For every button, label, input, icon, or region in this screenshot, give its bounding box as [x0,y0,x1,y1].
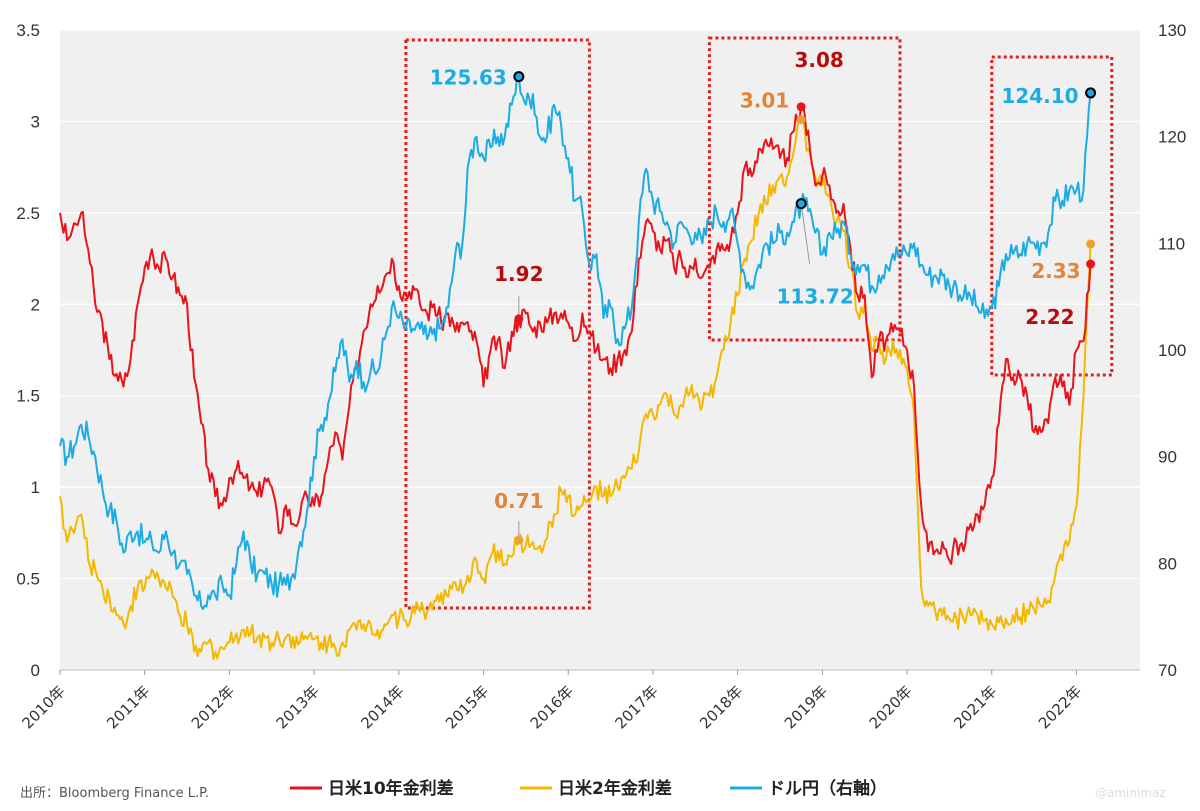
annotation-leader [800,203,811,264]
annotation-label: 1.92 [494,262,543,286]
y-left-tick-label: 0.5 [16,570,40,589]
annotation-marker [795,198,807,210]
y-right-tick-label: 110 [1158,234,1185,253]
y-right-tick-label: 100 [1158,341,1186,360]
annotation-label: 125.63 [430,66,507,90]
annotation-label: 2.22 [1025,305,1074,329]
series-line [59,103,1092,565]
x-tick-label: 2019年 [781,682,831,732]
y-left-tick-label: 2.5 [16,204,40,223]
x-tick-label: 2015年 [442,682,492,732]
annotation-label: 0.71 [494,489,543,513]
annotation-label: 3.08 [794,48,843,72]
annotation-marker [513,71,525,83]
annotation-label: 3.01 [740,89,789,113]
highlight-box [707,36,902,342]
y-left-tick-label: 2 [31,295,40,314]
annotation-label: 124.10 [1001,84,1078,108]
y-right-tick-label: 120 [1158,128,1186,147]
y-right-tick-label: 70 [1158,661,1177,680]
watermark: @aminimaz [1095,786,1166,800]
annotation-marker [796,115,806,125]
annotations: 125.63 1.92 0.71 3.013.08 113.72 124.10 2.33 2.… [430,48,1097,545]
annotation-label: 2.33 [1031,259,1080,283]
y-right-tick-label: 130 [1158,21,1186,40]
y-left-tick-label: 3 [31,112,40,131]
y-left-tick-label: 0 [31,661,40,680]
x-tick-label: 2016年 [527,682,577,732]
x-tick-label: 2011年 [103,682,153,732]
annotation-marker [514,535,524,545]
annotation-marker [514,314,524,324]
source-note: 出所：Bloomberg Finance L.P. [20,786,209,801]
x-tick-label: 2014年 [357,682,407,732]
x-tick-label: 2017年 [611,682,661,732]
legend-label-jp-us-2y: 日米2年金利差 [558,778,672,799]
y-right-tick-label: 80 [1158,554,1177,573]
annotation-marker [1086,239,1096,249]
legend-label-usd-jpy: ドル円（右軸） [768,778,887,799]
y-left-tick-label: 1.5 [16,387,40,406]
annotation-marker [1086,259,1096,269]
y-left-tick-label: 1 [31,478,40,497]
annotation-marker [1085,87,1097,99]
x-tick-label: 2010年 [18,682,68,732]
series-lines [59,75,1092,661]
x-tick-label: 2021年 [950,682,1000,732]
y-right-tick-label: 90 [1158,448,1177,467]
annotation-label: 113.72 [777,285,854,309]
series-line [59,116,1092,661]
x-tick-label: 2013年 [273,682,323,732]
plot-area-background [60,30,1140,670]
x-tick-label: 2022年 [1035,682,1085,732]
x-tick-label: 2018年 [696,682,746,732]
annotation-marker [796,102,806,112]
series-line [59,75,1092,611]
legend: 日米10年金利差 日米2年金利差 ドル円（右軸） [290,778,887,799]
highlight-box [990,55,1114,377]
legend-label-jp-us-10y: 日米10年金利差 [328,778,454,799]
x-tick-label: 2020年 [866,682,916,732]
grid-lines [60,29,1140,580]
y-left-tick-label: 3.5 [16,21,40,40]
x-tick-label: 2012年 [188,682,238,732]
